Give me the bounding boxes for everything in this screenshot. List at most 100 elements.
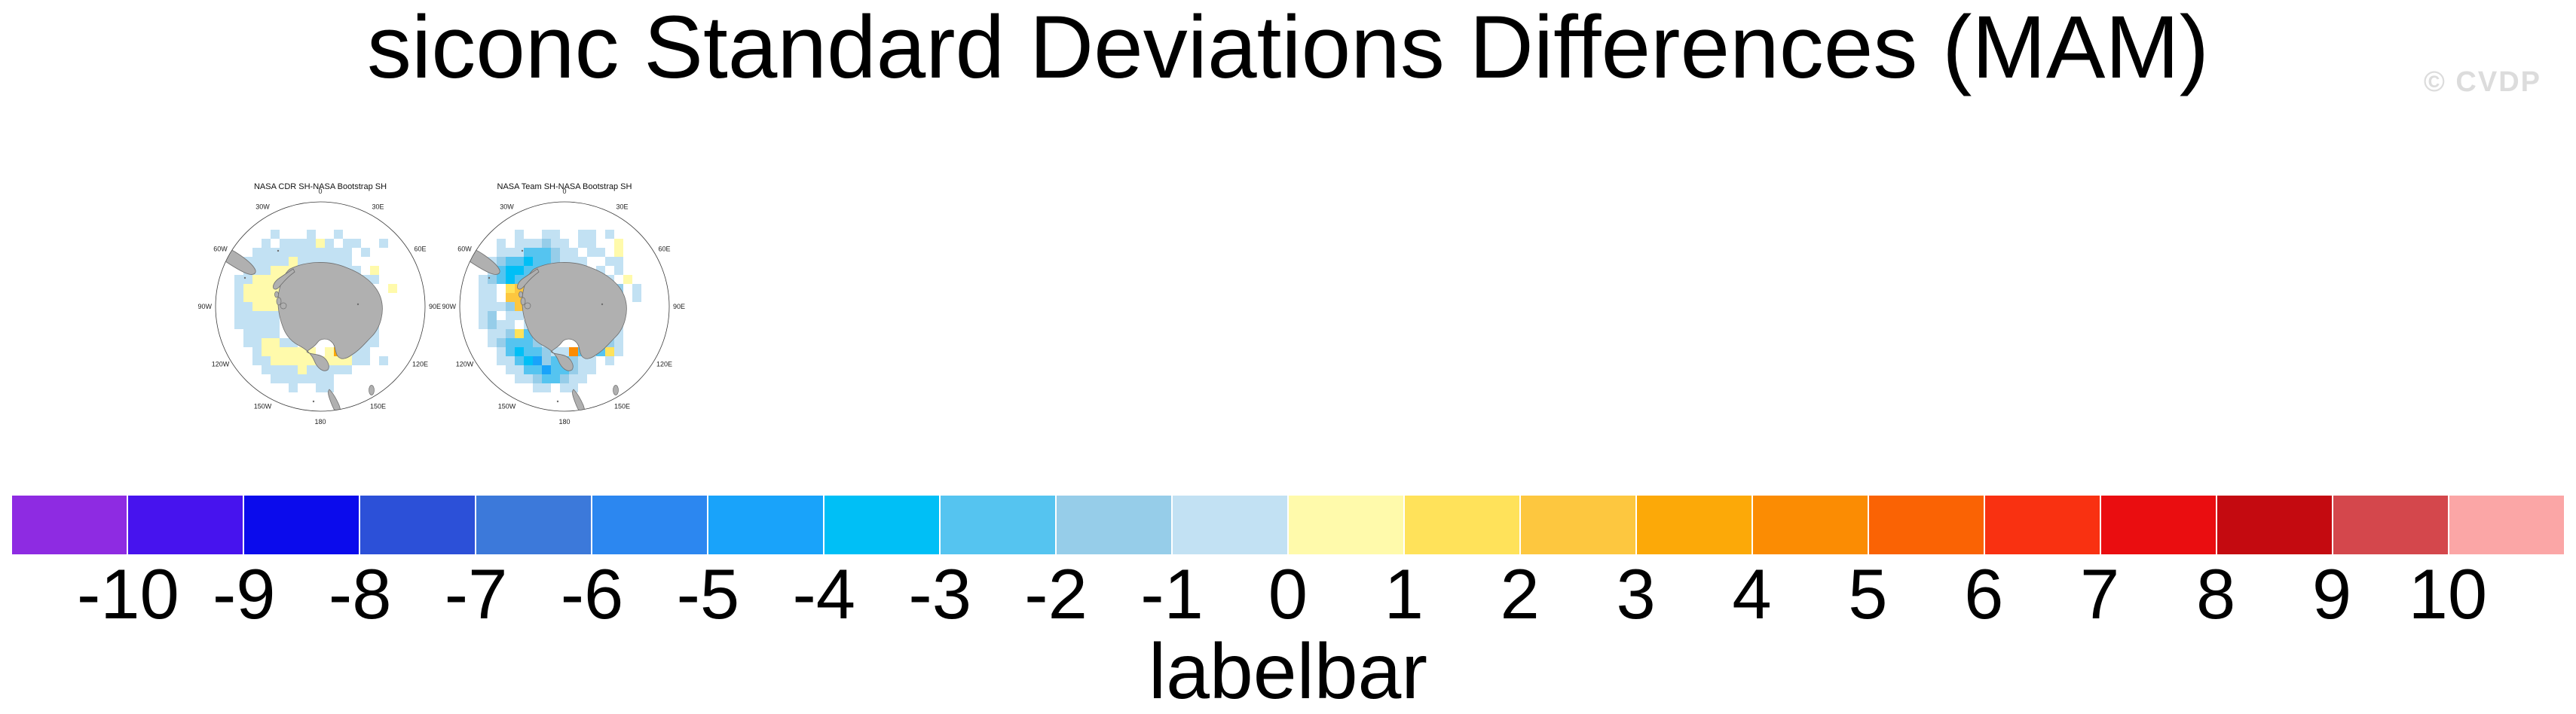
data-cell <box>316 248 325 257</box>
data-cell <box>252 302 262 311</box>
longitude-label: 150E <box>370 403 386 410</box>
data-cell <box>234 293 243 302</box>
data-cell <box>506 347 515 356</box>
longitude-label: 60W <box>457 246 472 253</box>
data-cell <box>533 383 542 392</box>
data-cell <box>551 248 560 257</box>
data-cell <box>524 374 533 383</box>
data-cell <box>614 347 623 356</box>
data-cell <box>542 383 551 392</box>
panel-title: NASA CDR SH-NASA Bootstrap SH <box>254 182 387 191</box>
data-cell <box>506 284 515 293</box>
data-cell <box>262 338 271 347</box>
data-cell <box>289 257 298 266</box>
data-cell <box>515 338 524 347</box>
data-cell <box>243 284 252 293</box>
data-cell <box>298 374 307 383</box>
island <box>519 291 523 298</box>
data-cell <box>280 356 289 365</box>
data-cell <box>488 320 497 329</box>
data-cell <box>560 383 569 392</box>
map-content <box>216 230 397 411</box>
longitude-label: 30W <box>500 203 514 211</box>
map-rim-circle <box>459 201 670 412</box>
islet-dot <box>488 276 491 279</box>
data-cell <box>262 347 271 356</box>
labelbar-tick: 8 <box>2195 554 2236 633</box>
data-cell <box>488 302 497 311</box>
data-cell <box>551 230 560 239</box>
labelbar-tick: 4 <box>1732 554 1772 633</box>
data-cell <box>252 257 262 266</box>
data-cell <box>578 257 587 266</box>
data-cell <box>479 320 488 329</box>
data-cell <box>271 365 280 374</box>
data-cell <box>325 248 334 257</box>
data-cell <box>614 257 623 266</box>
island <box>280 302 287 310</box>
data-cell <box>515 257 524 266</box>
labelbar-segment <box>1637 496 1753 554</box>
data-cell <box>280 347 289 356</box>
data-cell <box>325 239 334 248</box>
labelbar-tick: -2 <box>1024 554 1088 633</box>
islet-dot <box>312 400 315 403</box>
data-cell <box>587 230 596 239</box>
data-cell <box>551 239 560 248</box>
data-cell <box>289 239 298 248</box>
data-cell <box>479 302 488 311</box>
data-cell <box>271 257 280 266</box>
data-cell <box>271 356 280 365</box>
data-cell <box>243 275 252 284</box>
data-cell <box>370 266 379 275</box>
data-cell <box>243 320 252 329</box>
data-cell <box>560 347 569 356</box>
labelbar-segment <box>708 496 825 554</box>
labelbar-tick: 3 <box>1616 554 1656 633</box>
data-cell <box>334 365 343 374</box>
data-cell <box>497 257 506 266</box>
data-cell <box>234 284 243 293</box>
labelbar-segment <box>1405 496 1521 554</box>
data-cell <box>542 239 551 248</box>
data-cell <box>252 293 262 302</box>
data-cell <box>262 266 271 275</box>
labelbar-segment <box>2333 496 2449 554</box>
data-cell <box>560 239 569 248</box>
data-cell <box>551 374 560 383</box>
data-cell <box>551 365 560 374</box>
data-cell <box>533 257 542 266</box>
data-cell <box>307 248 316 257</box>
data-cell <box>271 230 280 239</box>
data-cell <box>614 338 623 347</box>
islet-dot <box>556 400 559 403</box>
longitude-label: 150W <box>498 403 516 410</box>
landmass <box>522 262 627 371</box>
data-cell <box>307 365 316 374</box>
data-cell <box>334 230 343 239</box>
data-cell <box>497 248 506 257</box>
labelbar-segment <box>1289 496 1405 554</box>
data-cell <box>587 248 596 257</box>
data-cell <box>515 266 524 275</box>
page-title: siconc Standard Deviations Differences (… <box>366 0 2209 97</box>
labelbar-segment <box>360 496 476 554</box>
islet-dot <box>521 249 524 252</box>
data-cell <box>614 248 623 257</box>
landmass <box>572 389 586 411</box>
data-cell <box>280 257 289 266</box>
data-cell <box>596 248 605 257</box>
data-cell <box>271 320 280 329</box>
data-cell <box>280 374 289 383</box>
data-cell <box>379 356 388 365</box>
data-cell <box>542 347 551 356</box>
labelbar-segment <box>2449 496 2564 554</box>
islet-dot <box>356 303 359 306</box>
data-cell <box>234 302 243 311</box>
data-cell <box>506 311 515 320</box>
data-cell <box>252 284 262 293</box>
data-cell <box>262 311 271 320</box>
data-cell <box>243 311 252 320</box>
data-cell <box>280 338 289 347</box>
